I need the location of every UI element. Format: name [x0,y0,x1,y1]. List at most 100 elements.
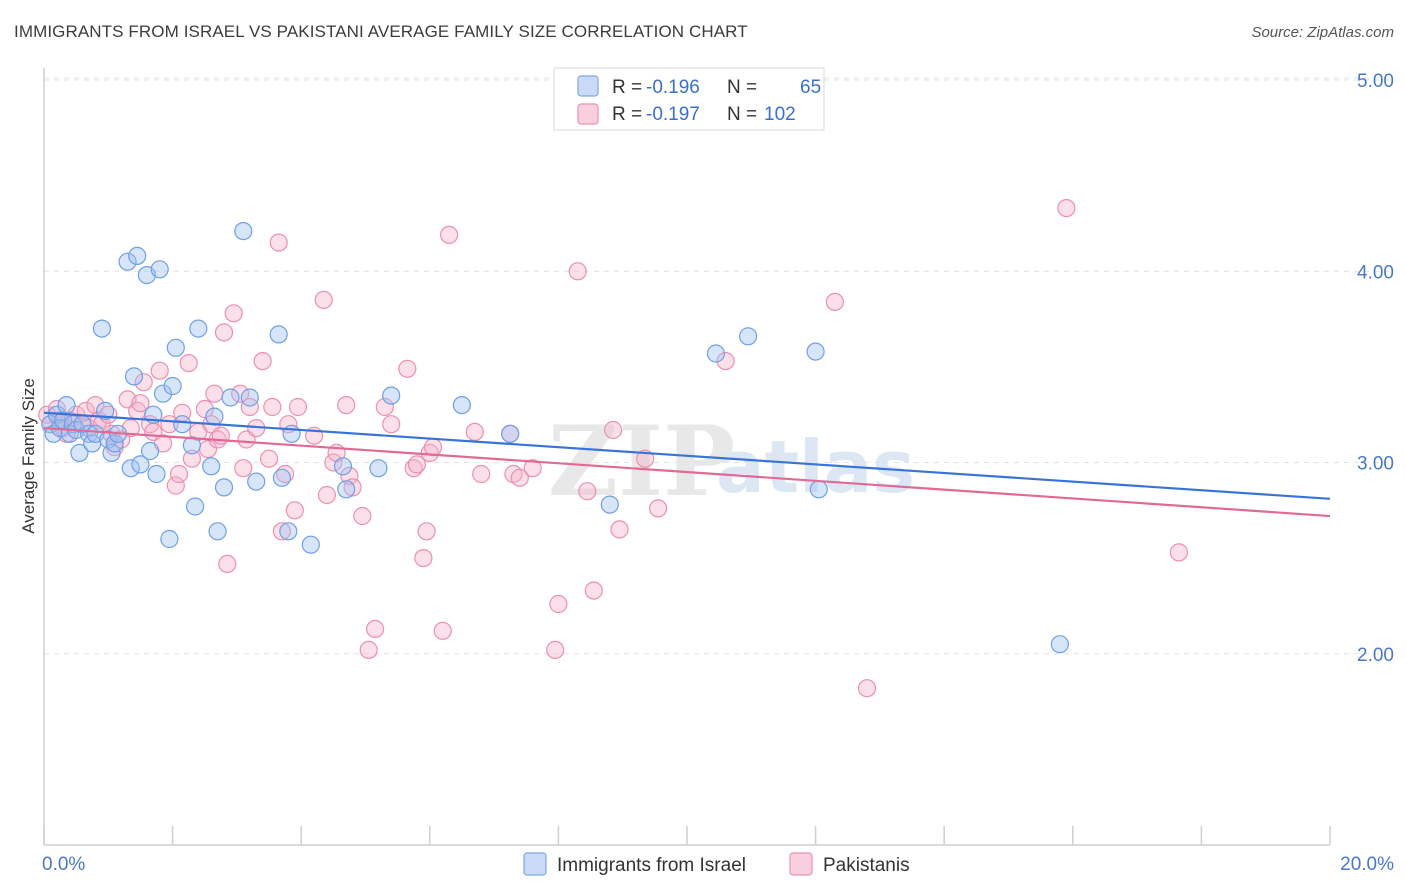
data-point-pakistani [224,304,243,323]
data-point-pakistani [568,262,587,281]
data-point-pakistani [465,422,484,441]
data-point-israel [186,497,205,516]
data-point-israel [240,388,259,407]
data-point-israel [202,457,221,476]
data-point-pakistani [134,373,153,392]
data-point-pakistani [510,468,529,487]
data-point-pakistani [218,554,237,574]
data-point-pakistani [1057,199,1076,218]
data-point-pakistani [179,354,198,373]
stats-legend: R = -0.196 N = 65 R = -0.197 N = 102 [553,67,825,131]
data-point-israel [806,342,825,361]
data-point-israel [234,222,253,241]
legend-r-value-pakistani: -0.197 [646,104,700,125]
data-point-pakistani [169,464,189,484]
data-point-israel [452,396,471,415]
y-axis-label: Average Family Size [19,378,38,534]
watermark-zip: ZIP [548,405,735,518]
data-point-pakistani [440,225,459,244]
data-point-israel [501,424,520,443]
x-tick-label-left: 0.0% [42,854,85,875]
data-point-israel [131,455,150,474]
data-point-israel [809,480,828,499]
watermark-atlas: atlas [716,425,915,509]
data-point-israel [163,376,182,396]
data-point-pakistani [195,399,214,419]
data-point-pakistani [86,396,105,415]
data-point-pakistani [231,384,250,403]
data-point-pakistani [343,478,362,497]
y-tick-label: 3.00 [1357,454,1394,475]
series-legend: Immigrants from Israel Pakistanis [523,852,910,876]
legend-n-value-israel: 65 [800,77,821,98]
y-tick-label: 2.00 [1357,645,1394,666]
data-point-pakistani [472,464,491,484]
data-point-pakistani [340,466,359,485]
data-point-pakistani [288,397,308,417]
data-point-israel [706,344,726,363]
legend-r-label-israel: R = [612,77,642,98]
data-point-pakistani [636,449,655,468]
data-point-israel [337,480,356,499]
data-point-israel [92,319,112,338]
data-point-pakistani [549,594,568,614]
data-point-pakistani [423,438,443,457]
data-point-israel [221,388,240,407]
data-point-pakistani [433,621,452,640]
data-point-pakistani [359,640,378,660]
data-point-pakistani [285,501,304,520]
data-point-pakistani [324,453,343,472]
data-point-israel [57,396,76,415]
data-point-pakistani [584,581,603,600]
data-point-pakistani [1169,543,1189,562]
data-point-israel [95,401,115,420]
data-point-israel [247,472,266,491]
data-point-pakistani [314,290,333,309]
data-point-israel [369,459,388,478]
data-point-pakistani [166,476,185,495]
data-point-pakistani [234,459,253,478]
data-point-israel [141,441,160,461]
data-point-israel [153,384,173,403]
trend-line-israel [43,411,1331,500]
stats-legend-box [553,67,825,131]
data-point-pakistani [240,397,259,417]
data-point-pakistani [523,459,542,478]
legend-n-value-pakistani: 102 [764,104,796,125]
data-point-pakistani [578,482,597,501]
data-point-israel [279,522,298,541]
y-tick-label: 4.00 [1357,262,1394,283]
data-point-pakistani [398,359,417,378]
data-point-pakistani [716,352,735,371]
y-tick-labels: 5.00 4.00 3.00 2.00 [1357,71,1394,666]
data-point-israel [272,468,291,487]
data-point-israel [147,464,166,484]
data-point-pakistani [610,520,629,539]
data-point-pakistani [272,522,291,541]
y-tick-label: 5.00 [1357,71,1394,92]
data-point-pakistani [317,485,336,505]
series-legend-swatch-israel [523,852,547,876]
data-point-pakistani [214,323,234,342]
data-point-israel [301,535,320,554]
data-point-israel [150,260,169,279]
data-point-israel [205,407,224,426]
data-point-pakistani [259,449,279,468]
data-point-israel [124,367,144,386]
data-point-israel [102,443,121,462]
chart-title: IMMIGRANTS FROM ISRAEL VS PAKISTANI AVER… [14,22,748,41]
data-point-pakistani [131,394,150,413]
series-legend-label-israel: Immigrants from Israel [557,855,746,876]
data-point-israel [105,434,124,453]
data-point-israel [173,415,192,434]
legend-n-label-pakistani: N = [727,104,757,125]
data-point-pakistani [417,522,436,541]
data-point-pakistani [182,449,201,468]
data-point-pakistani [263,397,282,417]
data-point-israel [208,522,227,541]
series-legend-label-pakistani: Pakistanis [823,855,910,876]
trend-line-pakistani [43,426,1331,518]
data-point-israel [166,338,185,357]
data-point-pakistani [269,233,288,252]
